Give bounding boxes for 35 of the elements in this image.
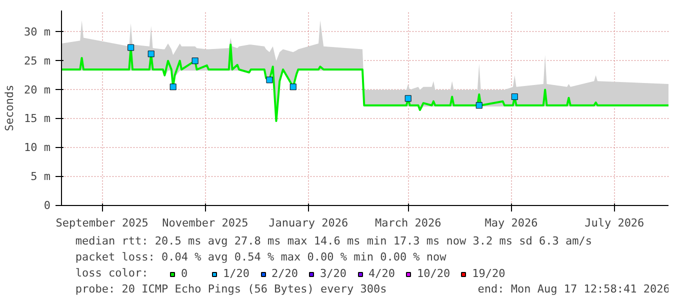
y-tick-label: 10 m [24,141,51,154]
point [170,84,176,90]
x-tick-label: July 2026 [584,216,644,230]
x-tick-label: March 2026 [375,216,442,230]
x-tick-label: May 2026 [484,216,538,230]
legend-label: 4/20 [368,267,395,280]
y-axis-title: Seconds [3,84,16,132]
y-tick-label: 20 m [24,83,51,96]
point [192,58,198,64]
point [266,76,273,84]
point [476,102,482,109]
text: packet loss: 0.04 % avg 0.54 % max 0.00 % min 0.00 % now [75,250,447,264]
legend-label: 19/20 [472,267,506,280]
legend-label: 10/20 [417,267,450,280]
x-tick-label: November 2025 [162,216,248,230]
legend-label: 0 [181,267,189,280]
y-tick-label: 0 [44,199,50,212]
y-tick-label: 5 m [30,170,51,184]
text: probe: 20 ICMP Echo Pings (56 Bytes) every 300s [75,282,387,296]
legend-title: loss color: [75,266,148,280]
point [290,84,296,90]
x-tick-label: September 2025 [56,216,148,230]
point [404,95,412,102]
legend-label: 2/20 [272,267,298,280]
x-tick-label: January 2026 [268,216,348,230]
y-tick-label: 30 m [24,25,51,38]
legend-label: 1/20 [223,267,250,280]
text: median rtt: 20.5 ms avg 27.8 ms max 14.6 ms min 17.3 ms now 3.2 ms sd 6.3 am/s [75,234,592,248]
y-tick-label: 15 m [24,112,51,126]
y-tick-label: 25 m [24,54,51,68]
point [128,44,134,51]
point [148,50,154,58]
point [511,93,518,100]
legend-label: 3/20 [320,267,346,280]
line-series [62,44,668,122]
